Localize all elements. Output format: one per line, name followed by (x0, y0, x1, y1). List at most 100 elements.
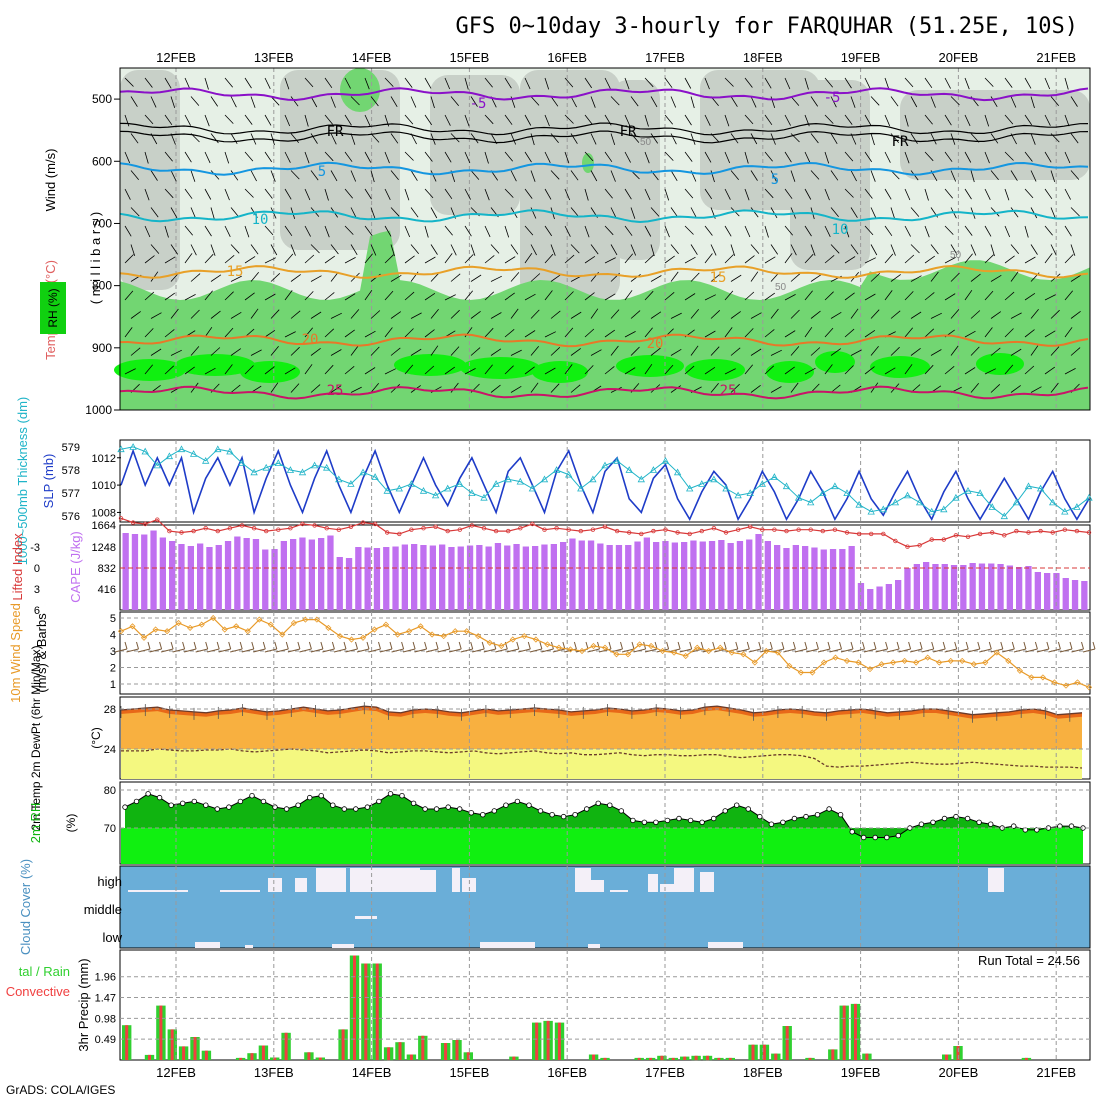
wind-barb (210, 207, 215, 220)
wind-barb (710, 382, 719, 393)
wind-barb (830, 170, 839, 181)
wind-barb (270, 96, 280, 106)
wind-barb-flag (378, 641, 381, 650)
wind-barb (244, 77, 252, 89)
rh-moist-area (790, 80, 870, 270)
cape-bar (373, 548, 381, 610)
wind-barb (670, 312, 682, 319)
lifted-index-point (1074, 528, 1080, 534)
wind-barb (444, 294, 456, 301)
cape-bar (560, 542, 567, 610)
wind-barb (484, 225, 491, 238)
wind-barb (690, 272, 700, 282)
thickness-point (915, 498, 924, 506)
bottom-date-label: 17FEB (645, 1065, 685, 1080)
rh-point (387, 791, 394, 797)
precip-convective-bar (307, 1052, 311, 1060)
wind-speed-point (624, 651, 632, 658)
wind-barb (950, 272, 960, 282)
cape-bar (252, 539, 260, 610)
wind-barb-10m (933, 648, 946, 653)
wind-barb-flag (954, 641, 958, 650)
rh-saturated-blob (766, 361, 814, 383)
wind-barb (390, 244, 395, 257)
wind-barb (924, 225, 930, 238)
wind-barb-flag (677, 641, 681, 650)
wind-speed-line (120, 617, 1090, 688)
wind-barb (1024, 151, 1033, 162)
wind-barb (1010, 244, 1020, 254)
thickness-point (746, 489, 754, 496)
wind-barb-flag (862, 641, 865, 650)
wind-barb (750, 133, 758, 145)
wind-barb-flag (965, 641, 969, 650)
wind-barb (444, 188, 453, 200)
wind-barb (724, 188, 731, 200)
cape-bar (606, 545, 613, 610)
wind-barb (590, 170, 598, 182)
wind-barb (490, 275, 502, 282)
wind-barb (530, 382, 539, 393)
rh-point (1011, 823, 1017, 829)
thickness-point (153, 461, 161, 469)
wind-barb-10m (299, 648, 312, 653)
wind-barb-flag (746, 641, 750, 650)
thickness-point (189, 450, 198, 457)
precip-convective-bar (535, 1022, 539, 1060)
wind-barb-flag (262, 641, 266, 650)
wind-barb (484, 188, 490, 201)
wind-speed-point (832, 654, 839, 661)
wind-barb (670, 170, 678, 182)
precip-convective-bar (762, 1044, 766, 1060)
wind-barb-flag (689, 641, 693, 650)
wind-barb (624, 331, 636, 338)
thickness-point (710, 475, 718, 483)
wind-barb (850, 170, 857, 182)
wind-barb (544, 77, 550, 90)
wind-barb (364, 188, 372, 200)
cape-bar (699, 541, 706, 610)
wind-barb-flag (136, 641, 139, 650)
wind-barb (604, 225, 614, 236)
wind-barb (624, 253, 634, 264)
wind-barb (764, 114, 773, 126)
lifted-tick-label: 0 (34, 563, 40, 575)
wind-barb-10m (886, 648, 900, 653)
cape-bar (457, 546, 464, 610)
lifted-index-point (493, 528, 499, 534)
wind-barb (624, 188, 632, 200)
wind-barb (130, 207, 140, 217)
wind-barb (844, 365, 854, 375)
lifted-index-line (120, 517, 1090, 548)
wind-speed-point (521, 633, 528, 640)
wind-barb (444, 366, 456, 375)
wind-barb (970, 244, 977, 256)
wind-barb-flag (331, 641, 335, 650)
wind-barb (990, 384, 1001, 393)
precip-convective-bar (751, 1044, 755, 1060)
cape-bar (1034, 572, 1041, 610)
wind-speed-point (544, 641, 551, 648)
cape-bar (950, 565, 958, 610)
wind-barb (604, 77, 611, 89)
cape-bar (318, 538, 325, 610)
wind-barb (644, 363, 653, 375)
wind-barb (284, 331, 296, 338)
wind-barb-flag (251, 641, 255, 650)
wind-barb (570, 207, 580, 217)
thickness-point (468, 489, 476, 496)
wind-barb (870, 309, 880, 319)
wind-barb (604, 293, 616, 301)
rh-point (676, 815, 682, 822)
isotherm-label: 10 (832, 222, 849, 238)
cape-bar (345, 558, 353, 610)
thickness-point (371, 473, 379, 480)
wind-barb (330, 244, 339, 255)
wind-barb (384, 77, 394, 87)
wind-barb (650, 275, 662, 282)
wind-barb (124, 151, 131, 164)
wind-barb (664, 151, 674, 161)
slp-axis-title: SLP (mb) (41, 454, 56, 509)
